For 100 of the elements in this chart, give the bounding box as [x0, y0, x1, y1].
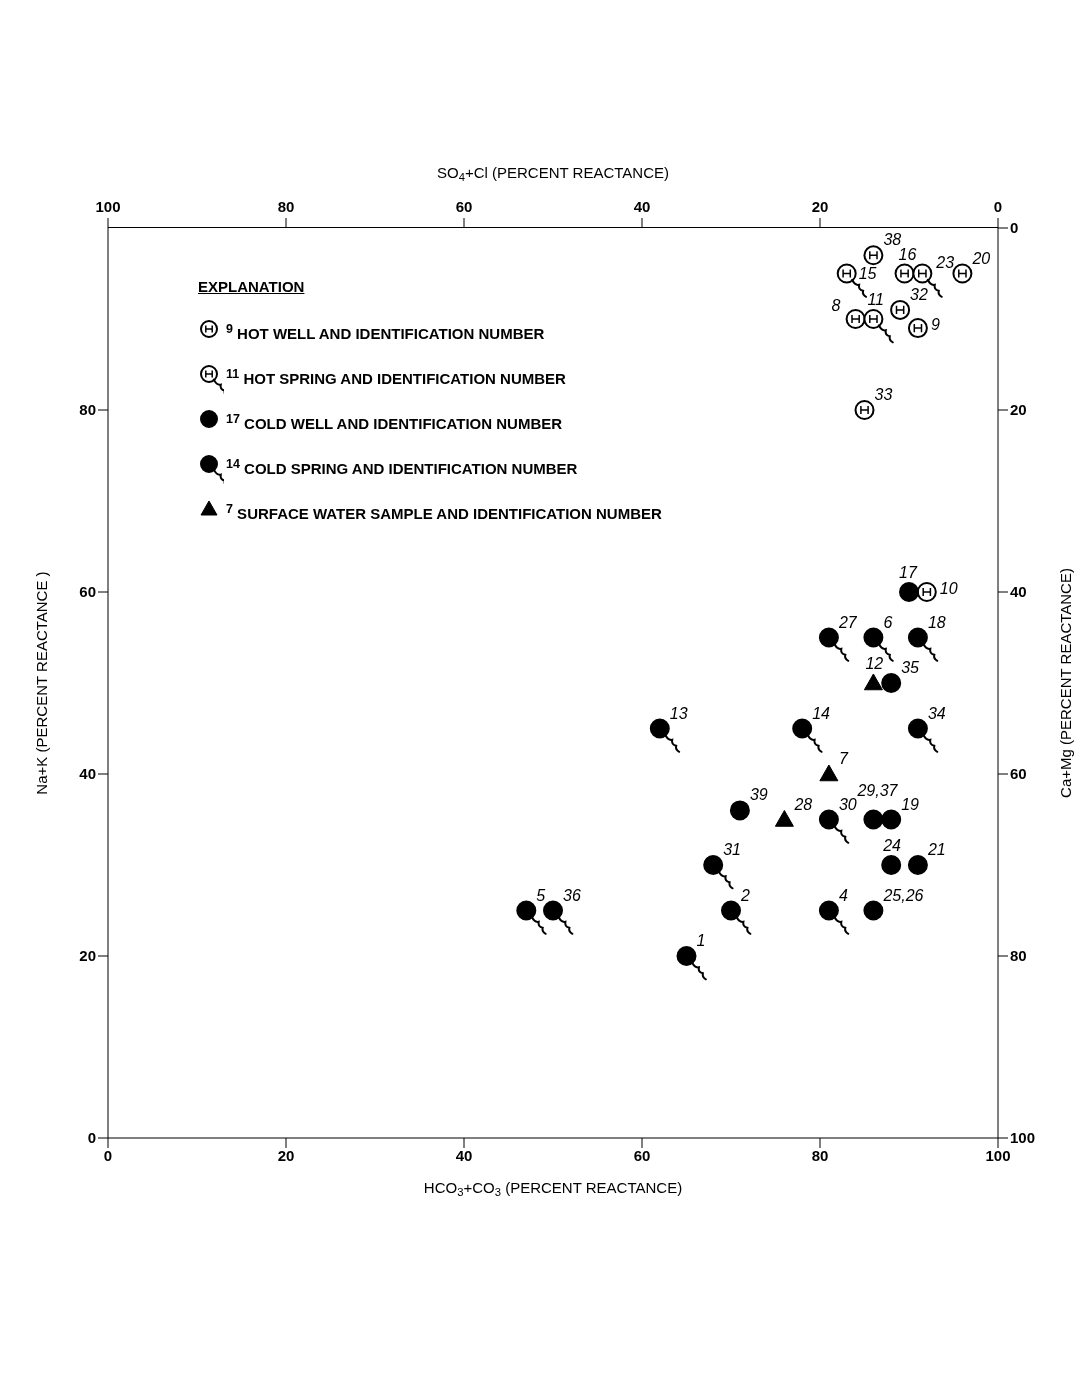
annotation: 7	[838, 750, 849, 767]
x2-tick-label: 0	[993, 198, 1003, 215]
annotation: 32	[910, 285, 928, 303]
point	[863, 900, 884, 921]
x-tick-label: 40	[455, 1146, 473, 1164]
point	[819, 764, 839, 782]
point	[952, 263, 973, 284]
y2-axis-title: Ca+Mg (PERCENT REACTANCE)	[1056, 568, 1074, 798]
annotation: 23	[935, 253, 955, 271]
point	[863, 809, 884, 830]
annotation: 6	[883, 613, 893, 631]
annotation: 39	[749, 786, 768, 804]
annotation: 29,37	[856, 781, 899, 799]
y2-tick-label: 0	[1010, 219, 1019, 237]
legend-label: $^{9}$ HOT WELL AND IDENTIFICATION NUMBER	[226, 321, 545, 342]
annotation: 25,26	[882, 886, 924, 904]
annotation: 1	[696, 932, 706, 949]
x-tick-label: 60	[633, 1146, 651, 1164]
y-tick-label: 0	[87, 1129, 96, 1147]
annotation: 30	[838, 795, 857, 813]
annotation: 2	[740, 886, 750, 904]
point	[845, 309, 866, 329]
annotation: 33	[874, 386, 893, 403]
y2-tick-label: 20	[1010, 401, 1027, 419]
annotation: 20	[971, 249, 991, 267]
point	[907, 855, 928, 875]
point	[516, 900, 537, 921]
point	[703, 855, 724, 875]
point	[863, 673, 883, 691]
annotation: 31	[723, 841, 741, 858]
point	[881, 855, 902, 875]
annotation: 13	[669, 704, 688, 722]
point	[543, 900, 563, 921]
x2-tick-label: 100	[95, 198, 121, 215]
legend-label: $^{7}$ SURFACE WATER SAMPLE AND IDENTIFICATION NUMBER	[226, 501, 662, 522]
y-axis-title: Na+K (PERCENT REACTANCE )	[32, 571, 50, 795]
point	[649, 718, 670, 739]
annotation: 36	[563, 886, 581, 904]
point	[916, 582, 937, 602]
point	[721, 900, 741, 921]
y-tick-label: 20	[79, 947, 96, 965]
annotation: 34	[927, 704, 946, 722]
x-tick-label: 0	[103, 1146, 113, 1164]
annotation: 12	[865, 655, 884, 672]
annotation: 9	[930, 316, 940, 334]
annotation: 4	[838, 886, 848, 904]
legend-label: $^{17}$ COLD WELL AND IDENTIFICATION NUMBER	[226, 411, 563, 432]
y-tick-label: 40	[79, 765, 96, 783]
annotation: 35	[901, 659, 920, 676]
annotation: 5	[536, 886, 546, 904]
point	[912, 263, 933, 284]
annotation: 14	[812, 704, 831, 722]
annotation: 19	[901, 795, 920, 813]
point	[907, 318, 928, 339]
legend-label: $^{11}$ HOT SPRING AND IDENTIFICATION NUMBER	[226, 366, 566, 387]
point	[818, 900, 839, 921]
y-tick-label: 80	[79, 401, 96, 419]
y2-tick-label: 40	[1010, 583, 1027, 601]
point	[899, 582, 919, 602]
x2-tick-label: 40	[633, 198, 651, 215]
annotation: 15	[858, 264, 877, 282]
x-axis-title: HCO$_{3}$+CO$_{3}$ (PERCENT REACTANCE)	[423, 1179, 683, 1199]
annotation: 18	[927, 613, 946, 631]
point	[854, 400, 875, 420]
point	[881, 809, 902, 830]
point	[907, 718, 928, 739]
y2-tick-label: 60	[1010, 765, 1027, 783]
x2-tick-label: 20	[811, 198, 829, 215]
x2-tick-label: 80	[277, 198, 295, 215]
point	[729, 800, 750, 821]
point	[792, 718, 813, 739]
annotation: 27	[837, 613, 858, 631]
point	[881, 673, 902, 693]
x2-tick-label: 60	[455, 198, 473, 215]
point	[907, 627, 928, 648]
point	[818, 809, 839, 830]
x-tick-label: 100	[985, 1146, 1011, 1164]
annotation: 24	[882, 837, 902, 854]
y2-tick-label: 100	[1010, 1129, 1036, 1147]
annotation: 8	[831, 297, 841, 314]
annotation: 10	[939, 580, 958, 597]
annotation: 11	[867, 291, 885, 308]
point	[863, 309, 884, 329]
point	[863, 627, 884, 648]
point	[894, 263, 915, 284]
y2-tick-label: 80	[1010, 947, 1027, 965]
annotation: 21	[926, 841, 946, 858]
x2-axis-title: SO$_{4}$+Cl (PERCENT REACTANCE)	[436, 164, 670, 184]
x-tick-label: 80	[811, 1146, 829, 1164]
point	[818, 627, 839, 648]
y-tick-label: 60	[79, 583, 96, 601]
legend-label: $^{14}$ COLD SPRING AND IDENTIFICATION NUMBER	[226, 456, 578, 477]
annotation: 28	[793, 795, 813, 813]
legend-title: EXPLANATION	[198, 278, 306, 295]
point	[676, 946, 697, 966]
x-tick-label: 20	[277, 1146, 295, 1164]
annotation: 17	[899, 564, 918, 581]
point	[863, 245, 884, 266]
point	[774, 810, 794, 827]
point	[890, 299, 911, 320]
